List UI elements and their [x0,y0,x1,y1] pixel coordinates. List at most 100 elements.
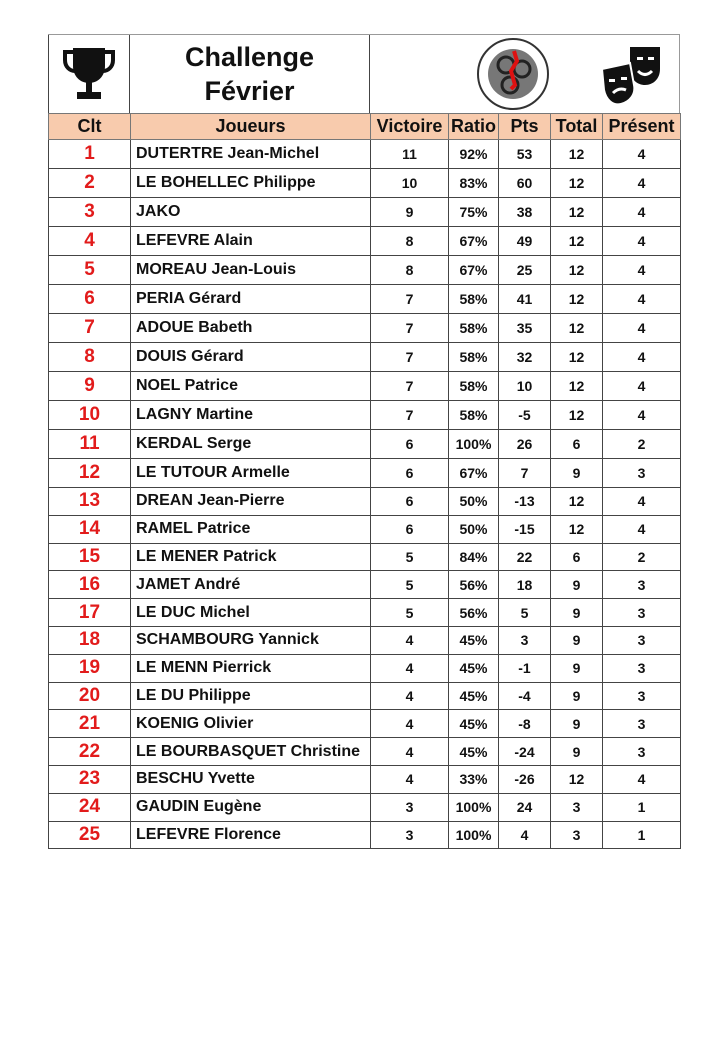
col-ratio-cell: 58% [448,284,499,314]
col-joueurs-cell: LEFEVRE Florence [130,821,371,850]
col-clt-cell: 12 [48,458,131,488]
col-clt-cell: 17 [48,598,131,627]
col-total-cell: 12 [550,139,603,169]
col-total-cell: 9 [550,626,603,655]
col-ratio-cell: 50% [448,515,499,544]
col-ratio-cell: 56% [448,570,499,600]
col-ratio-cell: 58% [448,371,499,401]
table-row: 6 PERIA Gérard 7 58% 41 12 4 [48,284,681,314]
col-clt-cell: 2 [48,168,131,198]
col-ratio-cell: 45% [448,737,499,766]
col-joueurs-cell: JAKO [130,197,371,227]
col-present-cell: 4 [602,255,681,285]
col-joueurs-cell: BESCHU Yvette [130,765,371,794]
col-pts-cell: 60 [498,168,551,198]
col-pts-cell: -15 [498,515,551,544]
col-ratio-cell: 45% [448,626,499,655]
col-total-cell: 9 [550,737,603,766]
sheet-header: Challenge Février [48,34,680,113]
ranking-table: Clt Joueurs Victoire Ratio Pts Total Présent 1… [48,113,681,850]
col-joueurs-cell: LE BOURBASQUET Christine [130,737,371,766]
table-row: 22 LE BOURBASQUET Christine 4 45% -24 9 3 [48,737,681,766]
col-clt-cell: 15 [48,543,131,572]
col-joueurs-cell: PERIA Gérard [130,284,371,314]
col-ratio-cell: 75% [448,197,499,227]
col-total-cell: 12 [550,371,603,401]
col-clt-cell: 23 [48,765,131,794]
col-present-cell: 3 [602,682,681,711]
col-ratio-cell: 58% [448,313,499,343]
col-pts-cell: 41 [498,284,551,314]
table-row: 21 KOENIG Olivier 4 45% -8 9 3 [48,709,681,739]
table-row: 19 LE MENN Pierrick 4 45% -1 9 3 [48,654,681,683]
col-joueurs-cell: KOENIG Olivier [130,709,371,739]
col-pts-cell: -24 [498,737,551,766]
table-row: 16 JAMET André 5 56% 18 9 3 [48,570,681,600]
col-joueurs-cell: NOEL Patrice [130,371,371,401]
col-total-cell: 9 [550,598,603,627]
col-pts-cell: 49 [498,226,551,256]
col-victoire-cell: 4 [370,654,449,683]
col-pts-cell: 38 [498,197,551,227]
col-total-cell: 9 [550,709,603,739]
col-victoire-cell: 6 [370,458,449,488]
col-present-cell: 4 [602,168,681,198]
col-joueurs-cell: DUTERTRE Jean-Michel [130,139,371,169]
col-joueurs-cell: ADOUE Babeth [130,313,371,343]
col-clt-cell: 14 [48,515,131,544]
col-pts-cell: 26 [498,429,551,459]
col-clt-cell: 1 [48,139,131,169]
col-total-cell: 6 [550,543,603,572]
col-clt-cell: 4 [48,226,131,256]
col-joueurs-cell: LE BOHELLEC Philippe [130,168,371,198]
col-total-cell: 12 [550,765,603,794]
col-present-cell: 1 [602,793,681,822]
col-clt-cell: 24 [48,793,131,822]
col-joueurs-header: Joueurs [130,113,371,140]
col-victoire-cell: 4 [370,765,449,794]
col-victoire-cell: 8 [370,226,449,256]
col-ratio-cell: 45% [448,682,499,711]
col-total-cell: 3 [550,821,603,850]
col-joueurs-cell: LE MENER Patrick [130,543,371,572]
theater-masks-icon [600,47,660,106]
logos-cell [370,35,680,113]
col-total-cell: 9 [550,570,603,600]
table-row: 3 JAKO 9 75% 38 12 4 [48,197,681,227]
col-ratio-cell: 33% [448,765,499,794]
col-victoire-cell: 7 [370,313,449,343]
col-joueurs-cell: SCHAMBOURG Yannick [130,626,371,655]
col-clt-cell: 3 [48,197,131,227]
col-total-cell: 12 [550,313,603,343]
col-victoire-cell: 4 [370,682,449,711]
col-total-cell: 12 [550,515,603,544]
col-present-cell: 2 [602,543,681,572]
col-victoire-cell: 5 [370,543,449,572]
col-victoire-cell: 7 [370,371,449,401]
col-clt-cell: 20 [48,682,131,711]
col-joueurs-cell: GAUDIN Eugène [130,793,371,822]
col-total-cell: 12 [550,255,603,285]
col-clt-cell: 10 [48,400,131,430]
col-present-cell: 3 [602,598,681,627]
col-clt-cell: 18 [48,626,131,655]
col-total-cell: 12 [550,226,603,256]
col-clt-cell: 19 [48,654,131,683]
col-joueurs-cell: MOREAU Jean-Louis [130,255,371,285]
col-present-cell: 4 [602,400,681,430]
table-row: 1 DUTERTRE Jean-Michel 11 92% 53 12 4 [48,139,681,169]
table-row: 15 LE MENER Patrick 5 84% 22 6 2 [48,543,681,572]
table-row: 23 BESCHU Yvette 4 33% -26 12 4 [48,765,681,794]
col-clt-cell: 9 [48,371,131,401]
col-victoire-cell: 4 [370,626,449,655]
col-pts-cell: 53 [498,139,551,169]
col-clt-header: Clt [48,113,131,140]
col-present-cell: 4 [602,765,681,794]
col-clt-cell: 5 [48,255,131,285]
col-joueurs-cell: LE DU Philippe [130,682,371,711]
col-pts-cell: 5 [498,598,551,627]
col-pts-cell: 10 [498,371,551,401]
col-total-cell: 12 [550,197,603,227]
col-present-cell: 4 [602,487,681,516]
title-line-2: Février [204,76,295,106]
